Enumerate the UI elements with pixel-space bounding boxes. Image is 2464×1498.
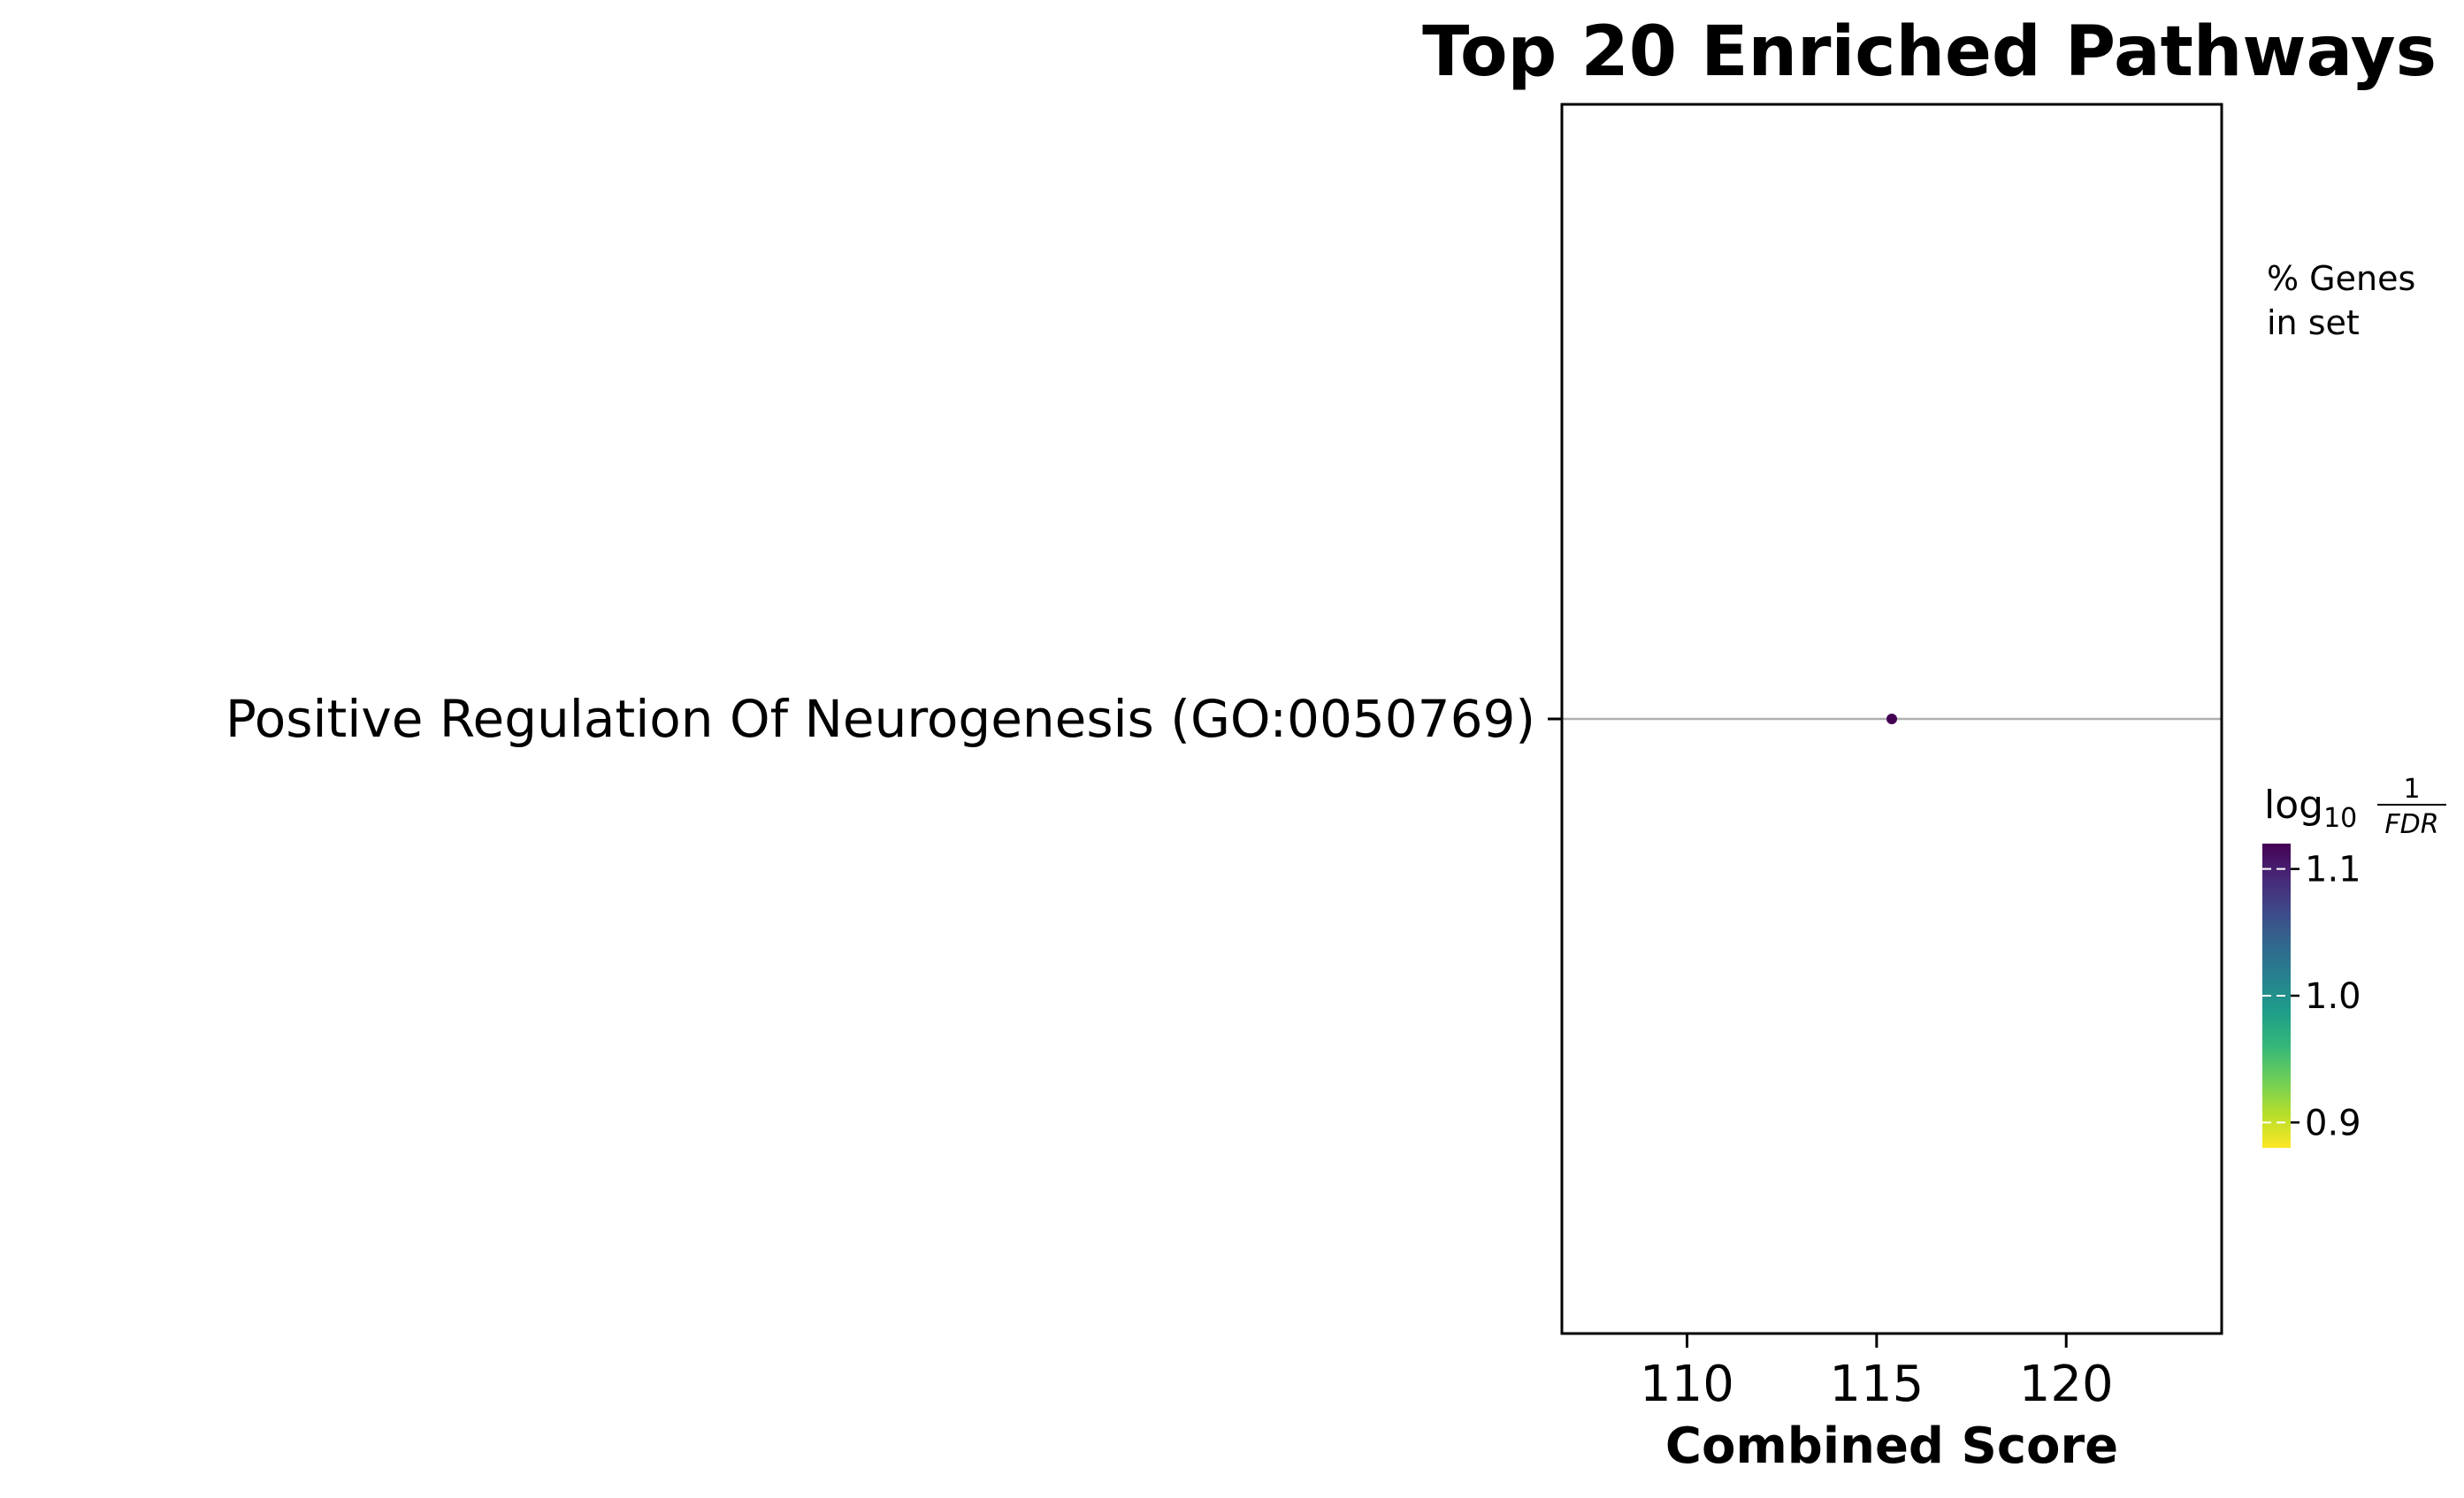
colorbar: log10 1 FDR 0.9 1.0 1.1 — [2262, 774, 2446, 1148]
data-points — [1886, 714, 1897, 724]
size-legend-title-line-1: % Genes — [2267, 259, 2415, 298]
size-legend: % Genes in set — [2267, 259, 2415, 342]
x-axis-label: Combined Score — [1665, 1418, 2118, 1475]
colorbar-label-base: 10 — [2323, 803, 2357, 834]
x-tick-label: 115 — [1829, 1356, 1924, 1413]
colorbar-label-denominator: FDR — [2384, 809, 2438, 840]
data-point — [1886, 714, 1897, 724]
colorbar-tick-label: 1.1 — [2305, 850, 2361, 890]
x-axis: 110 115 120 — [1640, 1334, 2114, 1413]
x-tick-label: 120 — [2019, 1356, 2114, 1413]
y-tick-label: Positive Regulation Of Neurogenesis (GO:… — [226, 689, 1535, 749]
colorbar-label-log: log — [2264, 783, 2323, 828]
colorbar-tick-label: 0.9 — [2305, 1103, 2361, 1143]
plot-area — [1560, 103, 2223, 1335]
x-tick-label: 110 — [1640, 1356, 1734, 1413]
y-axis: Positive Regulation Of Neurogenesis (GO:… — [226, 689, 1562, 749]
colorbar-label: log10 — [2264, 783, 2357, 834]
colorbar-ticks: 0.9 1.0 1.1 — [2262, 850, 2361, 1143]
colorbar-tick-label: 1.0 — [2305, 976, 2361, 1017]
colorbar-label-numerator: 1 — [2403, 774, 2420, 805]
size-legend-title-line-2: in set — [2267, 303, 2360, 342]
chart-title: Top 20 Enriched Pathways — [1422, 12, 2437, 92]
